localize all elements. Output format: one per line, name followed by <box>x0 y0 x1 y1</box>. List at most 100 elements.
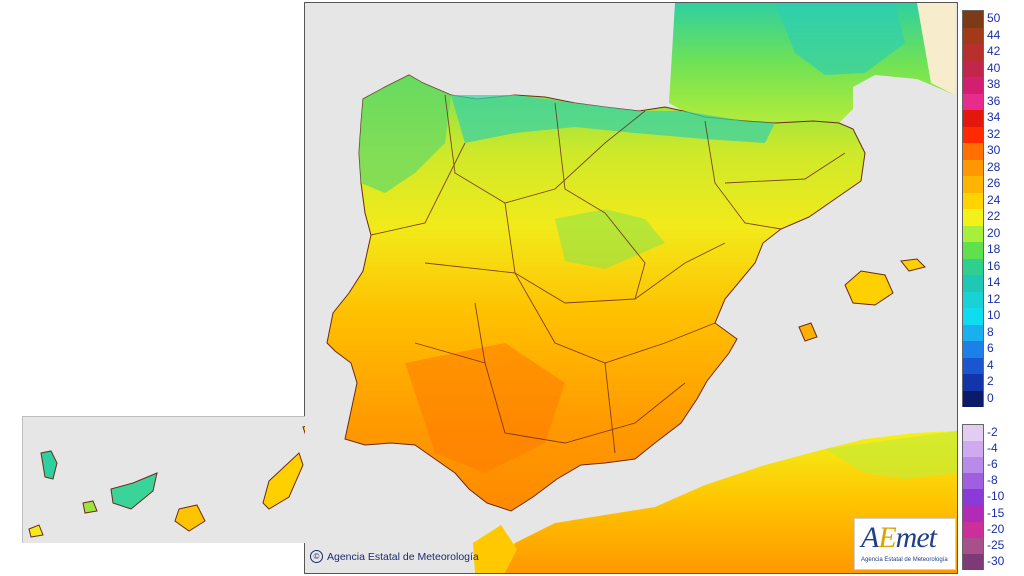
legend-swatch <box>963 110 983 127</box>
legend-swatch <box>963 60 983 77</box>
legend-swatch <box>963 473 983 490</box>
legend-label: 30 <box>987 143 1001 158</box>
legend-swatch <box>963 505 983 522</box>
legend-label: 10 <box>987 308 1001 323</box>
legend-swatch <box>963 27 983 44</box>
legend-swatch <box>963 341 983 358</box>
legend-swatch <box>963 77 983 94</box>
legend-label: -15 <box>987 505 1005 520</box>
el-hierro <box>28 524 44 538</box>
legend-label: -8 <box>987 473 998 488</box>
legend-label: 44 <box>987 27 1001 42</box>
legend-swatch <box>963 357 983 374</box>
galicia-green <box>359 75 451 193</box>
legend-label: 32 <box>987 126 1001 141</box>
mallorca <box>844 270 894 306</box>
ibiza <box>798 322 818 342</box>
legend-label: 36 <box>987 93 1001 108</box>
legend-label: -20 <box>987 521 1005 536</box>
legend-swatch <box>963 176 983 193</box>
legend-label: 22 <box>987 209 1001 224</box>
france-east-edge <box>917 3 955 95</box>
legend-swatch <box>963 489 983 506</box>
legend-swatch <box>963 441 983 458</box>
legend-label: -2 <box>987 425 998 440</box>
legend-swatch <box>963 553 983 570</box>
cantabria-teal <box>451 95 775 143</box>
legend-label: 0 <box>987 390 994 405</box>
la-gomera <box>82 500 98 514</box>
copyright-text: Agencia Estatal de Meteorología <box>327 550 479 563</box>
africa-green-patch <box>825 431 957 479</box>
legend-swatch <box>963 374 983 391</box>
legend-swatch <box>963 192 983 209</box>
legend-swatch <box>963 209 983 226</box>
legend-swatch <box>963 275 983 292</box>
legend-label: -4 <box>987 441 998 456</box>
legend-label: -25 <box>987 537 1005 552</box>
lanzarote <box>302 425 305 435</box>
copyright-notice: © Agencia Estatal de Meteorología <box>310 550 479 563</box>
legend-swatch <box>963 537 983 554</box>
legend-label: 2 <box>987 374 994 389</box>
legend-label: 18 <box>987 242 1001 257</box>
legend-swatch <box>963 143 983 160</box>
legend-swatch <box>963 258 983 275</box>
africa-tip <box>473 525 517 573</box>
legend-label: 38 <box>987 77 1001 92</box>
legend-label: 42 <box>987 44 1001 59</box>
canary-islands-svg <box>28 425 305 538</box>
copyright-icon: © <box>310 550 323 563</box>
legend-swatch <box>963 457 983 474</box>
legend-label: 12 <box>987 291 1001 306</box>
brand-prefix: A <box>861 521 879 554</box>
legend-swatch <box>963 126 983 143</box>
menorca <box>900 258 926 272</box>
legend-label: 20 <box>987 225 1001 240</box>
legend-bar-positive <box>962 10 984 407</box>
legend-label: 28 <box>987 159 1001 174</box>
aemet-brand: AEmet <box>861 521 937 555</box>
legend-label: 26 <box>987 176 1001 191</box>
gran-canaria <box>174 504 206 532</box>
legend-bar-negative <box>962 424 984 570</box>
legend-swatch <box>963 324 983 341</box>
legend-label: -6 <box>987 457 998 472</box>
legend-swatch <box>963 44 983 61</box>
la-palma <box>40 450 58 480</box>
legend-label: -10 <box>987 489 1005 504</box>
legend-label: 24 <box>987 192 1001 207</box>
legend-label: 40 <box>987 60 1001 75</box>
legend-swatch <box>963 425 983 442</box>
north-teal-zone <box>775 3 905 75</box>
legend-label: 34 <box>987 110 1001 125</box>
legend-swatch <box>963 159 983 176</box>
legend-label: -30 <box>987 553 1005 568</box>
legend-swatch <box>963 11 983 28</box>
legend-swatch <box>963 93 983 110</box>
legend-label: 8 <box>987 324 994 339</box>
legend-label: 14 <box>987 275 1001 290</box>
temperature-legend: 50 44 42 40 38 36 34 32 30 28 26 24 22 20 18 16 14 12 10 8 6… <box>962 10 1022 570</box>
aemet-subtitle: Agencia Estatal de Meteorología <box>861 557 948 563</box>
legend-swatch <box>963 308 983 325</box>
fuerteventura <box>262 452 304 510</box>
canary-islands-inset <box>22 416 305 543</box>
north-africa <box>495 431 957 573</box>
brand-accent: E <box>878 521 896 554</box>
legend-swatch <box>963 390 983 407</box>
legend-swatch <box>963 242 983 259</box>
tenerife <box>110 472 158 510</box>
temperature-map <box>304 2 958 574</box>
legend-swatch <box>963 291 983 308</box>
guadalquivir-hot <box>405 343 565 473</box>
legend-label: 50 <box>987 11 1001 26</box>
legend-swatch <box>963 225 983 242</box>
province-boundaries <box>370 94 846 454</box>
legend-label: 16 <box>987 258 1001 273</box>
legend-label: 6 <box>987 341 994 356</box>
legend-label: 4 <box>987 357 994 372</box>
map-svg <box>326 3 957 573</box>
aemet-logo: AEmet Agencia Estatal de Meteorología <box>854 518 956 570</box>
legend-swatch <box>963 521 983 538</box>
